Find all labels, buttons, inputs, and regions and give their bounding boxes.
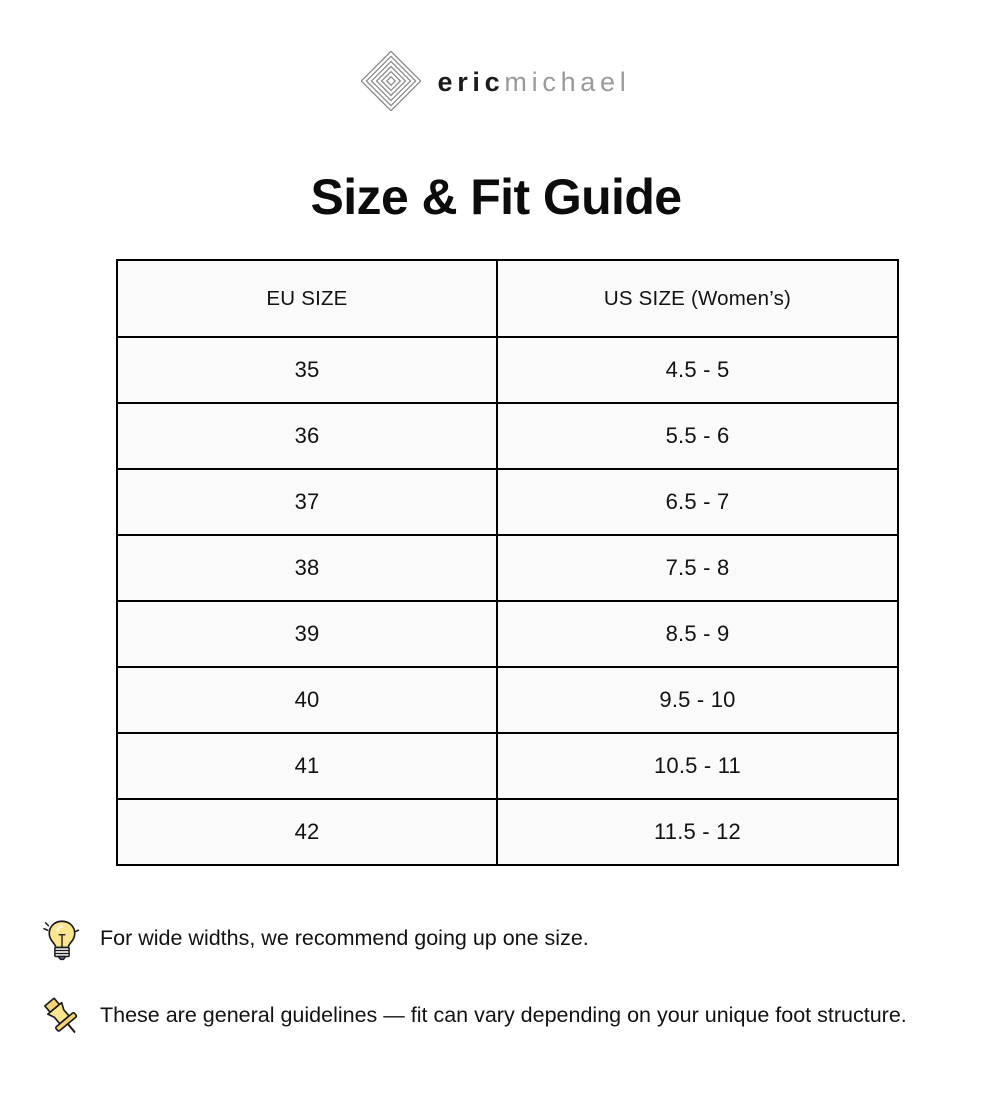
cell-us-size: 10.5 - 11	[496, 732, 899, 800]
note-text: These are general guidelines — fit can v…	[100, 1003, 907, 1027]
concentric-diamond-logo-icon	[361, 51, 422, 111]
column-header-eu-size: EU SIZE	[116, 259, 498, 338]
table-header-row: EU SIZE US SIZE (Women’s)	[116, 259, 899, 338]
table-body: 35 4.5 - 5 36 5.5 - 6 37 6.5 - 7 38 7.5 …	[116, 336, 899, 866]
cell-eu-size: 36	[116, 402, 498, 470]
cell-eu-size: 41	[116, 732, 498, 800]
lightbulb-icon	[43, 920, 80, 961]
size-chart-table: EU SIZE US SIZE (Women’s) 35 4.5 - 5 36 …	[116, 259, 899, 866]
note-wide-widths: For wide widths, we recommend going up o…	[38, 915, 978, 964]
cell-us-size: 5.5 - 6	[496, 402, 899, 470]
footnotes: For wide widths, we recommend going up o…	[38, 915, 978, 1069]
table-row: 42 11.5 - 12	[116, 798, 899, 866]
cell-eu-size: 39	[116, 600, 498, 668]
cell-eu-size: 42	[116, 798, 498, 866]
cell-us-size: 9.5 - 10	[496, 666, 899, 734]
cell-us-size: 6.5 - 7	[496, 468, 899, 536]
note-general-guidelines: These are general guidelines — fit can v…	[38, 992, 978, 1041]
table-row: 37 6.5 - 7	[116, 468, 899, 536]
brand-wordmark: ericmichael	[437, 67, 630, 96]
cell-us-size: 8.5 - 9	[496, 600, 899, 668]
table-row: 35 4.5 - 5	[116, 336, 899, 404]
table-row: 40 9.5 - 10	[116, 666, 899, 734]
cell-eu-size: 37	[116, 468, 498, 536]
cell-eu-size: 35	[116, 336, 498, 404]
table-row: 41 10.5 - 11	[116, 732, 899, 800]
table-row: 38 7.5 - 8	[116, 534, 899, 602]
brand-word-primary: eric	[437, 66, 505, 97]
table-header: EU SIZE US SIZE (Women’s)	[116, 259, 899, 338]
table-row: 36 5.5 - 6	[116, 402, 899, 470]
size-chart-table-container: EU SIZE US SIZE (Women’s) 35 4.5 - 5 36 …	[116, 259, 899, 866]
cell-eu-size: 40	[116, 666, 498, 734]
brand-word-secondary: michael	[504, 66, 631, 97]
table-row: 39 8.5 - 9	[116, 600, 899, 668]
pushpin-icon	[44, 997, 78, 1033]
column-header-us-size: US SIZE (Women’s)	[496, 259, 899, 338]
cell-us-size: 11.5 - 12	[496, 798, 899, 866]
page-title: Size & Fit Guide	[310, 168, 683, 225]
cell-us-size: 7.5 - 8	[496, 534, 899, 602]
brand-header: ericmichael	[0, 46, 992, 116]
cell-eu-size: 38	[116, 534, 498, 602]
cell-us-size: 4.5 - 5	[496, 336, 899, 404]
note-text: For wide widths, we recommend going up o…	[100, 926, 589, 950]
